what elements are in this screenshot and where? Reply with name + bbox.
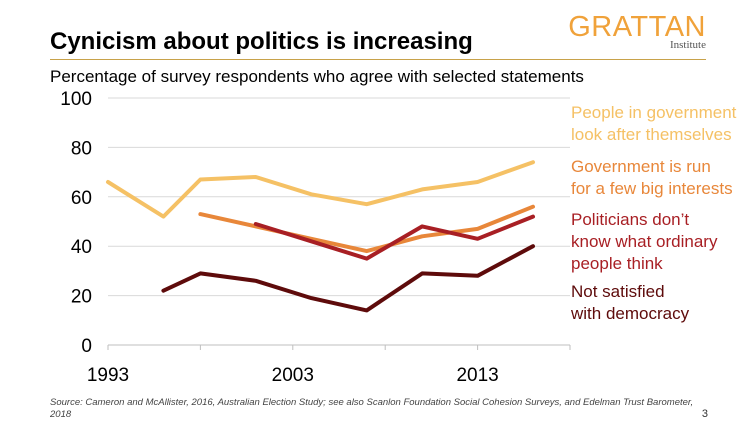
chart-subtitle: Percentage of survey respondents who agr…	[50, 67, 584, 86]
legend-entry-4: Not satisfied with democracy	[571, 282, 690, 323]
series-line-4	[161, 244, 535, 313]
series-line-3	[253, 214, 535, 261]
y-tick-label: 60	[71, 188, 92, 209]
series-line-2	[198, 204, 535, 254]
y-tick-label: 0	[81, 336, 92, 357]
x-tick-label: 2003	[272, 365, 314, 386]
grattan-logo: GRATTAN Institute	[568, 12, 706, 51]
x-tick-label: 2013	[456, 365, 498, 386]
y-tick-label: 40	[71, 237, 92, 258]
legend-entry-1: People in government look after themselv…	[571, 103, 737, 144]
title-divider	[50, 59, 706, 60]
series-line-1	[106, 160, 535, 219]
legend-entry-2: Government is run for a few big interest…	[571, 157, 733, 198]
logo-subtitle: Institute	[669, 39, 706, 51]
y-tick-label: 80	[71, 138, 92, 159]
chart-title: Cynicism about politics is increasing	[50, 28, 473, 55]
source-note: Source: Cameron and McAllister, 2016, Au…	[50, 397, 694, 420]
logo-wordmark: GRATTAN	[568, 11, 706, 43]
y-tick-label: 20	[71, 287, 92, 308]
y-tick-label: 100	[60, 89, 92, 110]
legend-entry-3: Politicians don’t know what ordinary peo…	[571, 210, 718, 273]
page-number: 3	[701, 408, 708, 420]
x-tick-label: 1993	[87, 365, 129, 386]
